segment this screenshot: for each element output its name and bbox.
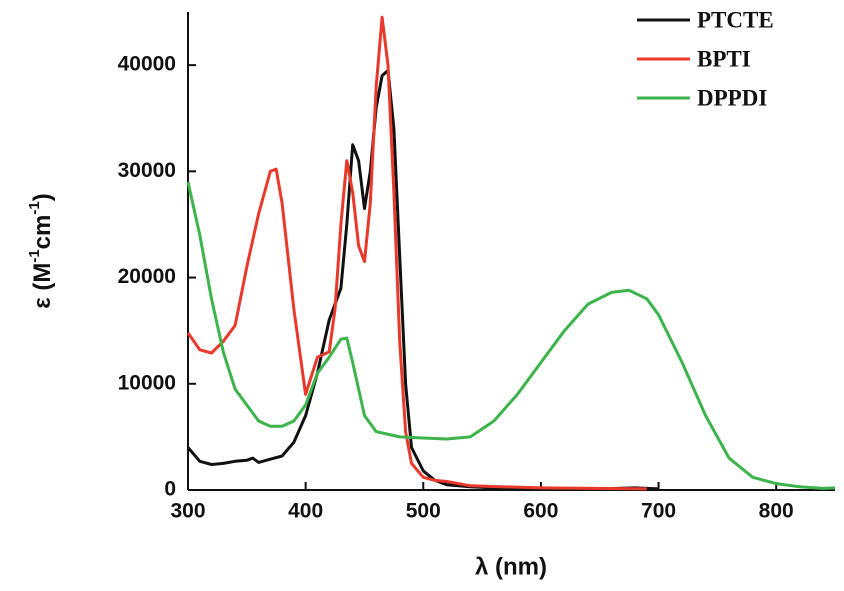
y-label-part: ε (M bbox=[29, 263, 56, 309]
data-line bbox=[186, 68, 659, 491]
legend-label: BPTI bbox=[697, 46, 751, 71]
x-tick-label: 700 bbox=[641, 500, 676, 523]
legend-label: PTCTE bbox=[697, 7, 774, 32]
x-tick-label: 300 bbox=[170, 500, 205, 523]
y-label-part: cm bbox=[29, 215, 56, 250]
y-tick-label: 30000 bbox=[118, 159, 176, 182]
y-tick-label: 40000 bbox=[118, 53, 176, 76]
y-tick-label: 0 bbox=[164, 478, 176, 501]
y-tick-label: 20000 bbox=[118, 265, 176, 288]
x-tick-label: 800 bbox=[759, 500, 794, 523]
x-tick-label: 400 bbox=[288, 500, 323, 523]
y-tick-label: 10000 bbox=[118, 371, 176, 394]
x-tick-label: 600 bbox=[523, 500, 558, 523]
data-line bbox=[186, 15, 647, 491]
x-tick-label: 500 bbox=[406, 500, 441, 523]
x-axis-label: λ (nm) bbox=[475, 553, 547, 580]
y-axis-label: ε (M-1cm-1) bbox=[26, 193, 56, 308]
y-label-part: ) bbox=[29, 193, 56, 201]
legend-label: DPPDI bbox=[697, 85, 767, 110]
data-line bbox=[186, 181, 836, 490]
y-label-sup: -1 bbox=[26, 249, 43, 262]
y-label-sup: -1 bbox=[26, 201, 43, 214]
